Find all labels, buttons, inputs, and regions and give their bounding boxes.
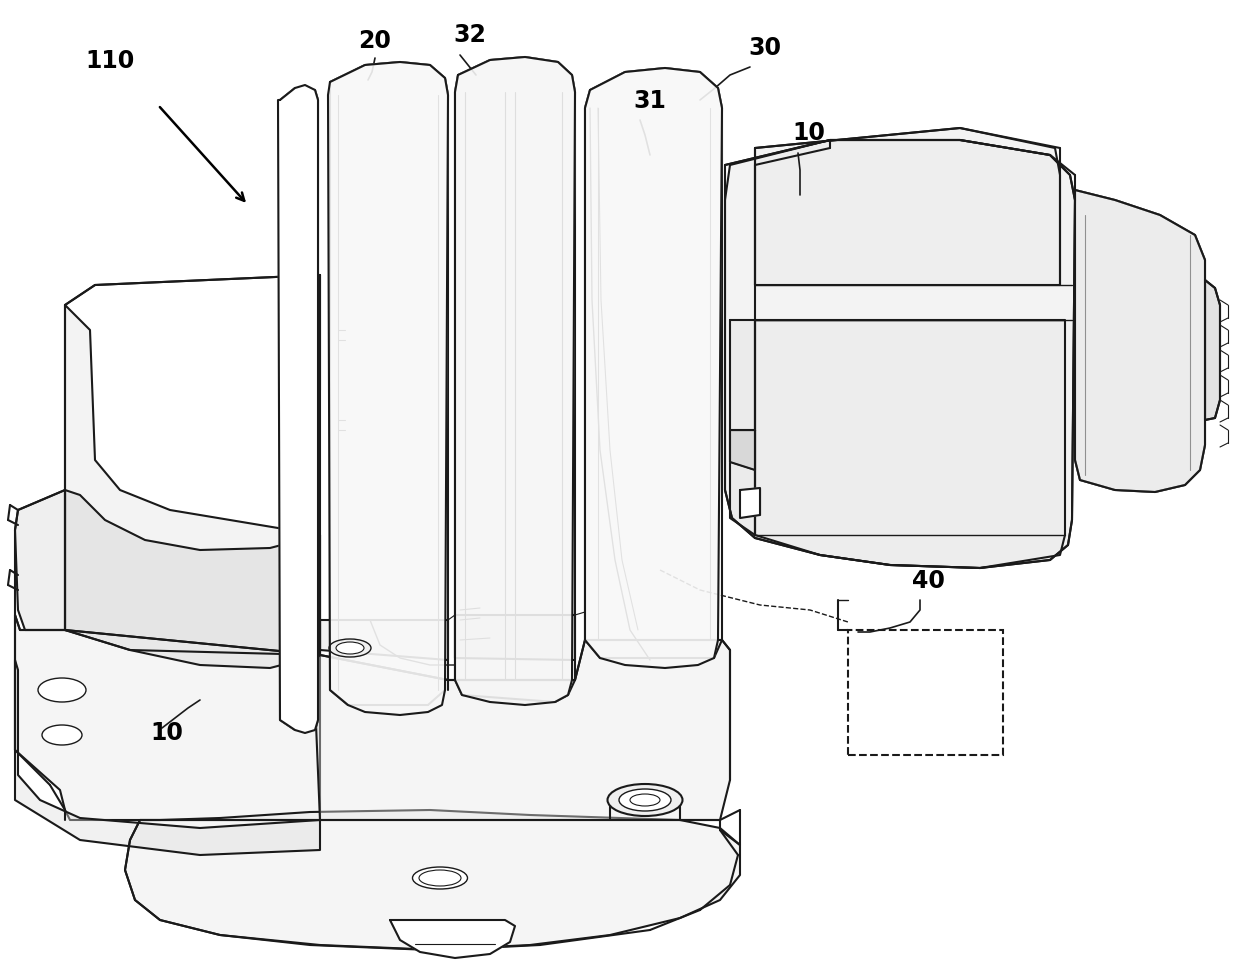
Polygon shape [15, 660, 320, 855]
Polygon shape [391, 920, 515, 958]
Polygon shape [64, 305, 320, 655]
Polygon shape [320, 620, 448, 660]
Text: 40: 40 [911, 569, 945, 593]
Polygon shape [1075, 190, 1205, 492]
Ellipse shape [619, 789, 671, 811]
Ellipse shape [42, 725, 82, 745]
Ellipse shape [630, 794, 660, 806]
Polygon shape [64, 490, 320, 668]
Polygon shape [1205, 280, 1220, 420]
Text: 10: 10 [792, 121, 825, 145]
Polygon shape [755, 320, 1065, 568]
Polygon shape [315, 640, 730, 820]
Ellipse shape [608, 784, 682, 816]
Polygon shape [455, 615, 575, 660]
Polygon shape [585, 68, 722, 668]
Polygon shape [455, 57, 575, 705]
Text: 110: 110 [86, 49, 134, 73]
Polygon shape [730, 430, 755, 470]
Polygon shape [329, 62, 448, 715]
Text: 20: 20 [358, 29, 391, 53]
Text: 30: 30 [748, 36, 781, 60]
Polygon shape [755, 128, 1060, 285]
Text: 32: 32 [453, 23, 486, 47]
Ellipse shape [38, 678, 86, 702]
Polygon shape [125, 810, 740, 950]
Polygon shape [15, 490, 64, 630]
Ellipse shape [329, 639, 371, 657]
Ellipse shape [419, 870, 461, 886]
Polygon shape [725, 140, 1075, 568]
Polygon shape [740, 488, 760, 518]
Ellipse shape [413, 867, 467, 889]
Bar [848, 630, 1003, 755]
Text: 31: 31 [632, 89, 666, 113]
Polygon shape [278, 85, 317, 733]
Text: 10: 10 [150, 721, 182, 745]
Polygon shape [15, 615, 320, 820]
Ellipse shape [336, 642, 365, 654]
Polygon shape [730, 320, 755, 535]
